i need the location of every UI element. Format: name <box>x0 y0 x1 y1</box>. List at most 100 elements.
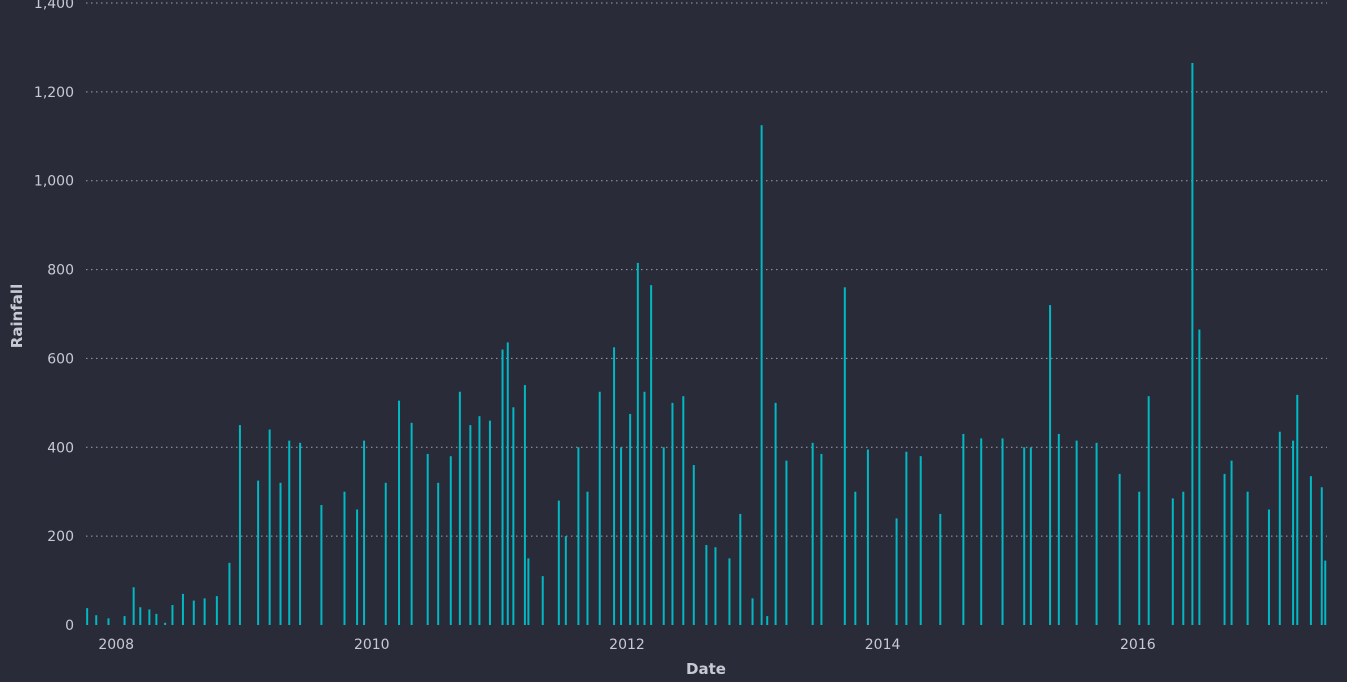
x-tick-label: 2012 <box>609 637 645 653</box>
y-tick-label: 200 <box>47 529 74 545</box>
x-axis: 2008 2010 2012 2014 2016 <box>98 637 1155 653</box>
rainfall-spike <box>1029 447 1032 625</box>
rainfall-spike <box>1075 440 1078 625</box>
gridlines <box>86 2 1327 537</box>
rainfall-spike <box>705 545 708 625</box>
rainfall-spike <box>728 558 731 625</box>
rainfall-spike <box>843 287 846 625</box>
x-tick-label: 2010 <box>354 637 390 653</box>
rainfall-spike <box>458 391 461 625</box>
rainfall-spike <box>1246 491 1249 625</box>
y-tick-label: 1,400 <box>34 0 74 12</box>
rainfall-spike <box>107 618 110 625</box>
rainfall-spike <box>437 482 440 625</box>
rainfall-spike <box>155 613 158 625</box>
y-tick-label: 800 <box>47 263 74 279</box>
rainfall-spike <box>192 600 195 625</box>
rainfall-spike <box>203 598 206 625</box>
y-tick-label: 400 <box>47 440 74 456</box>
y-axis-title: Rainfall <box>8 284 26 348</box>
rainfall-spike <box>766 616 769 625</box>
rainfall-spike <box>86 608 89 625</box>
rainfall-spike <box>1324 560 1327 625</box>
rainfall-spike <box>760 125 763 626</box>
rainfall-spike <box>512 407 515 625</box>
y-tick-label: 1,200 <box>34 85 74 101</box>
rainfall-spike <box>557 500 560 625</box>
rainfall-spike <box>751 598 754 625</box>
rainfall-spike <box>1095 442 1098 625</box>
rainfall-spike <box>1278 431 1281 625</box>
rainfall-spike <box>1171 498 1174 625</box>
rainfall-spike <box>95 615 98 625</box>
rainfall-spike <box>320 505 323 625</box>
rainfall-spike <box>426 453 429 625</box>
rainfall-spike <box>171 605 174 625</box>
rainfall-spike <box>671 402 674 625</box>
y-tick-label: 0 <box>65 618 74 634</box>
y-axis: 0 200 400 600 800 1,000 1,200 1,400 <box>34 0 74 634</box>
rainfall-spike <box>1191 62 1194 626</box>
y-tick-label: 600 <box>47 351 74 367</box>
rainfall-spike <box>620 447 623 625</box>
rainfall-spike <box>1223 473 1226 625</box>
rainfall-spike <box>1292 440 1295 625</box>
rainfall-spike <box>132 587 135 625</box>
rainfall-spike <box>123 616 126 625</box>
rainfall-spike <box>363 440 366 625</box>
rainfall-spike <box>577 447 580 625</box>
rainfall-spike <box>895 518 898 625</box>
rainfall-spike <box>939 513 942 625</box>
rainfall-spike <box>384 482 387 625</box>
rainfall-spike <box>215 596 218 625</box>
rainfall-spike <box>469 425 472 625</box>
rainfall-spike <box>598 391 601 625</box>
rainfall-spike <box>919 456 922 625</box>
rainfall-spike <box>905 451 908 625</box>
x-tick-label: 2016 <box>1120 637 1156 653</box>
rainfall-spike <box>636 262 639 625</box>
x-axis-title: Date <box>686 660 726 678</box>
rainfall-spike <box>866 449 869 625</box>
rainfall-spike <box>343 491 346 625</box>
rainfall-spike <box>662 447 665 625</box>
rainfall-spike <box>820 453 823 625</box>
rainfall-spike <box>739 513 742 625</box>
rainfall-spike <box>854 491 857 625</box>
rainfall-spike <box>714 547 717 625</box>
x-tick-label: 2014 <box>865 637 901 653</box>
rainfall-spike <box>1001 438 1004 625</box>
rainfall-spike <box>774 402 777 625</box>
rainfall-spike <box>181 593 184 625</box>
rainfall-spike <box>523 385 526 625</box>
rainfall-spike <box>1296 394 1299 625</box>
rainfall-spike <box>1267 509 1270 625</box>
rainfall-spike <box>1138 491 1141 625</box>
rainfall-spike <box>811 442 814 625</box>
rainfall-spike <box>682 396 685 625</box>
rainfall-spike <box>501 349 504 625</box>
x-tick-label: 2008 <box>98 637 134 653</box>
rainfall-spike <box>506 342 509 625</box>
rainfall-spike <box>410 422 413 625</box>
rainfall-spike <box>228 562 231 625</box>
rainfall-spike <box>650 285 653 625</box>
rainfall-spike <box>1309 476 1312 625</box>
rainfall-spike <box>299 442 302 625</box>
rainfall-spike <box>1182 491 1185 625</box>
rainfall-spike <box>1230 460 1233 625</box>
rainfall-spike <box>1118 473 1121 625</box>
rainfall-spike <box>541 576 544 625</box>
rainfall-spike <box>586 491 589 625</box>
rainfall-spike <box>398 400 401 625</box>
rainfall-spike <box>613 347 616 625</box>
rainfall-spike <box>1049 305 1052 625</box>
rainfall-spike <box>643 391 646 625</box>
rainfall-spike <box>785 460 788 625</box>
rainfall-spike <box>279 482 282 625</box>
rainfall-spike <box>692 465 695 625</box>
rainfall-spike <box>1198 329 1201 625</box>
rainfall-spike <box>164 622 167 625</box>
